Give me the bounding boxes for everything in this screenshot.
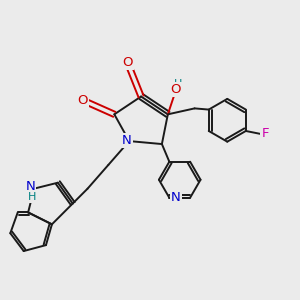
Text: N: N	[122, 134, 132, 147]
Text: H: H	[174, 79, 182, 89]
Text: O: O	[122, 56, 133, 69]
Text: N: N	[26, 180, 35, 193]
Text: H: H	[28, 192, 36, 202]
Text: F: F	[261, 127, 269, 140]
Text: N: N	[171, 190, 181, 204]
Text: O: O	[170, 82, 181, 96]
Text: O: O	[77, 94, 88, 107]
